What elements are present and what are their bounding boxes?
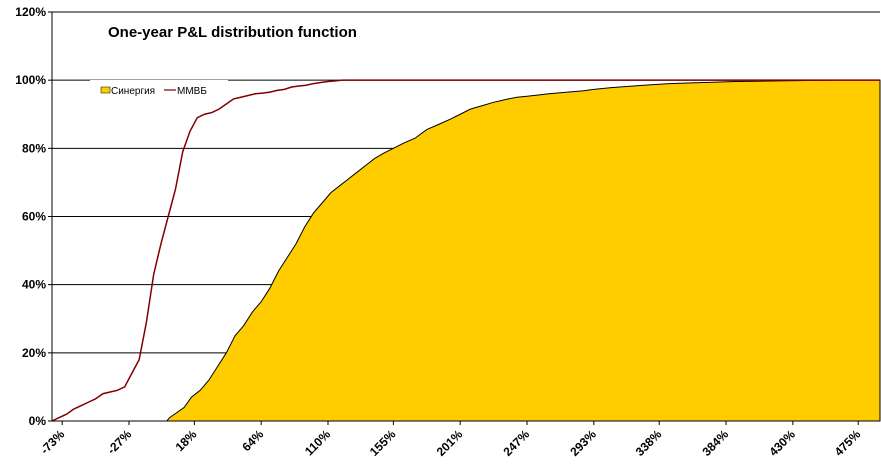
series-area-layer xyxy=(52,79,881,422)
x-tick-label: -27% xyxy=(104,427,134,457)
x-tick-label: 384% xyxy=(700,427,732,459)
legend-background xyxy=(90,80,228,102)
legend-label-sinergiya: Синергия xyxy=(111,86,155,97)
area-series-sinergiya xyxy=(52,79,881,422)
x-tick-label: 247% xyxy=(501,427,533,459)
x-tick-label: 475% xyxy=(832,427,864,459)
y-tick-label: 80% xyxy=(22,141,46,155)
y-tick-labels: 0% 20% 40% 60% 80% 100% 120% xyxy=(15,5,46,428)
y-tick-label: 40% xyxy=(22,278,46,292)
x-tick-labels: -73% -27% 18% 64% 110% 155% 201% 247% 293% 338% 38… xyxy=(38,427,864,459)
x-tick-label: 155% xyxy=(367,427,399,459)
y-tick-label: 0% xyxy=(29,414,47,428)
x-tick-label: 338% xyxy=(633,427,665,459)
x-tick-label: 293% xyxy=(567,427,599,459)
legend: Синергия ММВБ xyxy=(90,80,228,102)
x-tick-label: 110% xyxy=(302,427,333,458)
chart-title: One-year P&L distribution function xyxy=(108,24,357,41)
legend-swatch-sinergiya xyxy=(100,86,111,94)
x-tick-label: 18% xyxy=(173,427,200,454)
line-series-mmvb xyxy=(51,79,880,422)
legend-label-mmvb: ММВБ xyxy=(177,86,207,97)
x-tick-label: 201% xyxy=(434,427,466,459)
y-tick-label: 100% xyxy=(15,73,46,87)
x-tick-label: 64% xyxy=(239,427,266,454)
x-tick-label: -73% xyxy=(38,427,68,457)
y-tick-label: 60% xyxy=(22,210,46,224)
series-line-layer xyxy=(51,79,880,422)
y-tick-label: 120% xyxy=(15,5,46,19)
y-tick-label: 20% xyxy=(22,346,46,360)
x-tick-label: 430% xyxy=(766,427,798,459)
axes xyxy=(48,11,880,425)
